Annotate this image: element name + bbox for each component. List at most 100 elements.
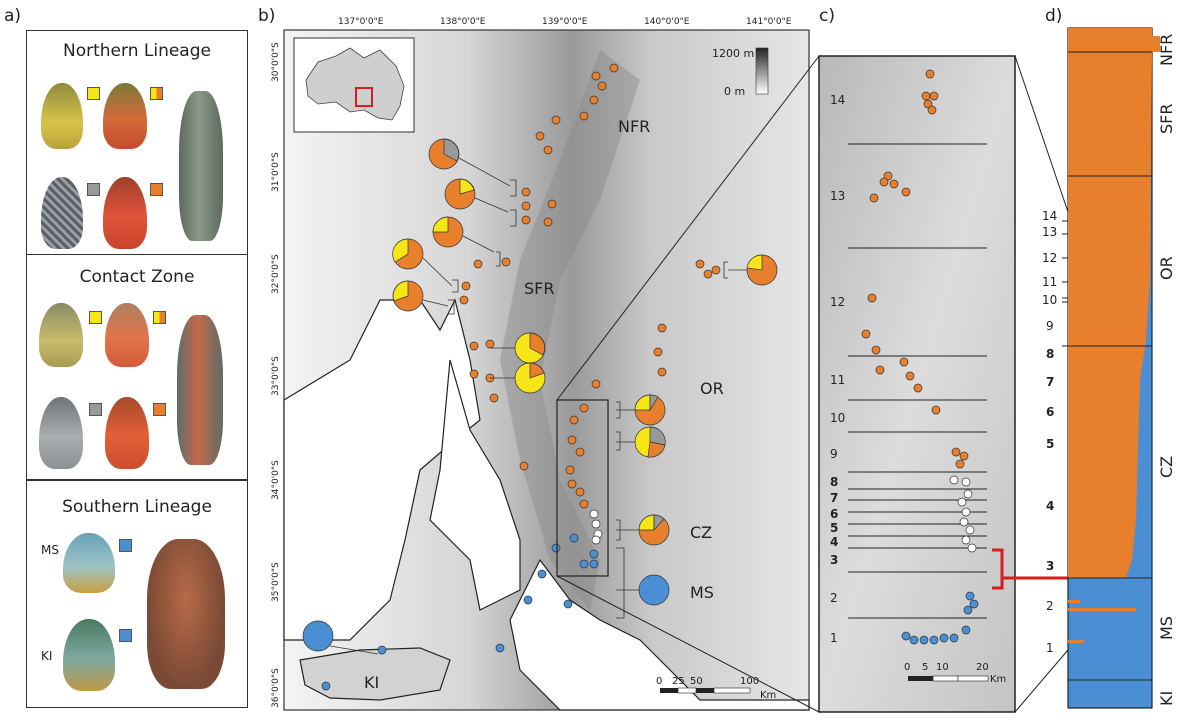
lizard-body-contact (177, 315, 223, 465)
zoom-label-14: 14 (830, 93, 845, 107)
region-nfr: NFR (618, 117, 650, 136)
zoom-scale-5: 5 (922, 662, 928, 673)
zoom-scalebar: 0 5 10 20 Km (904, 662, 1006, 685)
zoom-label-12: 12 (830, 295, 845, 309)
pie-3 (432, 216, 464, 248)
zoom-orange-samples (861, 69, 969, 469)
latitude-labels: 30°0'0"S 31°0'0"S 32°0'0"S 33°0'0"S 34°0… (271, 42, 281, 708)
pie-4 (392, 238, 424, 270)
southern-lineage-box: Southern Lineage MS KI (26, 480, 248, 708)
longitude-labels: 137°0'0"E 138°0'0"E 139°0'0"E 140°0'0"E … (338, 17, 792, 27)
zoom-label-6: 6 (830, 507, 838, 521)
lizard-head-ki (63, 619, 115, 691)
struct-label-3: 3 (1046, 559, 1054, 573)
struct-label-2: 2 (1046, 599, 1054, 613)
swatch-ki-blue (119, 629, 132, 642)
lat-label-33: 33°0'0"S (271, 356, 281, 396)
pie-9 (634, 426, 666, 458)
zoom-label-9: 9 (830, 447, 838, 461)
zoom-label-4: 4 (830, 535, 838, 549)
pie-ms (638, 574, 670, 606)
pie-1 (428, 138, 460, 170)
elevation-legend-bar (755, 47, 769, 95)
zoom-white-samples (949, 475, 977, 553)
pie-10 (746, 254, 778, 286)
pie-5 (392, 280, 424, 312)
lizard-head-grey (41, 177, 83, 249)
structure-transect-labels: 14 13 12 11 10 9 8 7 6 5 4 3 2 1 (1042, 209, 1057, 655)
struct-label-11: 11 (1042, 275, 1057, 289)
zoom-label-2: 2 (830, 591, 838, 605)
pie-ki (302, 620, 334, 652)
lizard-body-northern (179, 91, 223, 241)
zoom-transect-labels: 14 13 12 11 10 9 8 7 6 5 4 3 2 1 (830, 93, 845, 645)
structure-dividers (1068, 51, 1152, 681)
pie-cz (638, 514, 670, 546)
struct-label-7: 7 (1046, 375, 1054, 389)
struct-region-sfr: SFR (1157, 104, 1176, 134)
structure-ticks (1062, 220, 1068, 347)
lat-label-32: 32°0'0"S (271, 254, 281, 294)
structure-ms-orange-streaks (1068, 600, 1136, 643)
contact-zone-box: Contact Zone (26, 254, 248, 480)
zoom-scale-unit: Km (990, 674, 1006, 685)
lizard-head-yellow-orange (103, 83, 147, 149)
scale-unit: Km (760, 690, 776, 701)
swatch-orange (150, 183, 163, 196)
zoom-label-11: 11 (830, 373, 845, 387)
lizard-body-southern (147, 539, 225, 689)
pie-7 (514, 362, 546, 394)
struct-label-8: 8 (1046, 347, 1054, 361)
blue-samples (321, 533, 599, 691)
struct-label-14: 14 (1042, 209, 1057, 223)
zoom-blue-samples (901, 591, 979, 645)
lizard-head-cz-orange (105, 397, 149, 469)
lon-label-137: 137°0'0"E (338, 17, 384, 27)
panel-b-label: b) (258, 6, 276, 26)
lat-label-34: 34°0'0"S (271, 460, 281, 500)
struct-label-5: 5 (1046, 437, 1054, 451)
lizard-head-yellow (41, 83, 83, 149)
map-scalebar: 0 25 50 100 Km (656, 676, 776, 701)
region-or: OR (700, 379, 724, 398)
panel-a-label: a) (4, 6, 22, 26)
region-ki: KI (364, 673, 379, 692)
flinders-ranges-relief (500, 50, 640, 610)
lizard-head-cz-grey (39, 397, 83, 469)
pie-6 (514, 332, 546, 364)
legend-top-label: 1200 m (712, 47, 754, 60)
swatch-yellow-orange (150, 87, 163, 100)
zoom-label-8: 8 (830, 475, 838, 489)
region-sfr: SFR (524, 279, 554, 298)
lizard-head-cz-yellow-orange (105, 303, 149, 367)
struct-label-4: 4 (1046, 499, 1054, 513)
pie-2 (444, 178, 476, 210)
zoom-label-13: 13 (830, 189, 845, 203)
struct-region-nfr: NFR (1157, 34, 1176, 66)
swatch-yellow (87, 87, 100, 100)
zoom-label-7: 7 (830, 491, 838, 505)
lat-label-36: 36°0'0"S (271, 668, 281, 708)
zoom-scale-20: 20 (976, 662, 989, 673)
spencer-gulf (429, 359, 521, 611)
zoom-scale-0: 0 (904, 662, 910, 673)
lon-label-139: 139°0'0"E (542, 17, 588, 27)
region-ms: MS (690, 583, 714, 602)
legend-bottom-label: 0 m (724, 85, 745, 98)
swatch-cz-grey (89, 403, 102, 416)
lizard-head-ms (63, 533, 115, 593)
zoom-scale-10: 10 (936, 662, 949, 673)
structure-region-labels: NFR SFR OR CZ MS KI (1157, 34, 1176, 706)
gulf-st-vincent (509, 558, 810, 711)
pie-8 (634, 394, 666, 426)
southern-lineage-title: Southern Lineage (62, 497, 212, 517)
lon-label-140: 140°0'0"E (644, 17, 690, 27)
lizard-head-cz-yellow (39, 303, 83, 367)
australia-outline (305, 47, 405, 121)
swatch-cz-orange (153, 403, 166, 416)
inset-highlight (355, 87, 373, 107)
pie-charts (302, 138, 778, 652)
lat-label-30: 30°0'0"S (271, 42, 281, 82)
region-cz: CZ (690, 523, 712, 542)
